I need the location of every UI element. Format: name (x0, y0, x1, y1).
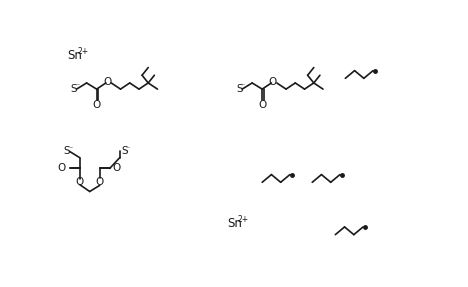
Text: S: S (64, 146, 70, 156)
Text: O: O (112, 163, 120, 173)
Text: S: S (121, 146, 128, 156)
Text: ⁻: ⁻ (126, 144, 130, 153)
Text: Sn: Sn (227, 217, 242, 230)
Text: 2+: 2+ (77, 47, 88, 56)
Text: 2+: 2+ (238, 215, 249, 224)
Text: O: O (258, 100, 266, 110)
Text: O: O (75, 177, 84, 187)
Text: O: O (93, 100, 101, 110)
Text: O: O (103, 77, 111, 87)
Text: O: O (95, 177, 104, 187)
Text: O: O (58, 163, 66, 173)
Text: ⁻: ⁻ (68, 144, 73, 153)
Text: ⁻: ⁻ (75, 82, 80, 90)
Text: S: S (236, 84, 242, 94)
Text: O: O (269, 77, 277, 87)
Text: S: S (71, 84, 77, 94)
Text: ⁻: ⁻ (241, 82, 245, 90)
Text: Sn: Sn (67, 49, 82, 62)
